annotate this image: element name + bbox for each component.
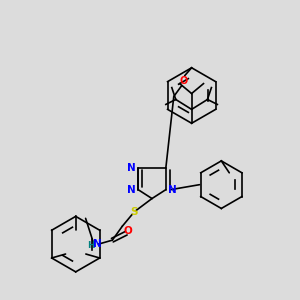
Text: N: N	[93, 239, 102, 249]
Text: N: N	[168, 184, 177, 195]
Text: O: O	[180, 76, 188, 85]
Text: O: O	[124, 226, 133, 236]
Text: N: N	[127, 163, 136, 173]
Text: H: H	[87, 241, 94, 250]
Text: N: N	[127, 184, 136, 195]
Text: S: S	[130, 207, 138, 218]
